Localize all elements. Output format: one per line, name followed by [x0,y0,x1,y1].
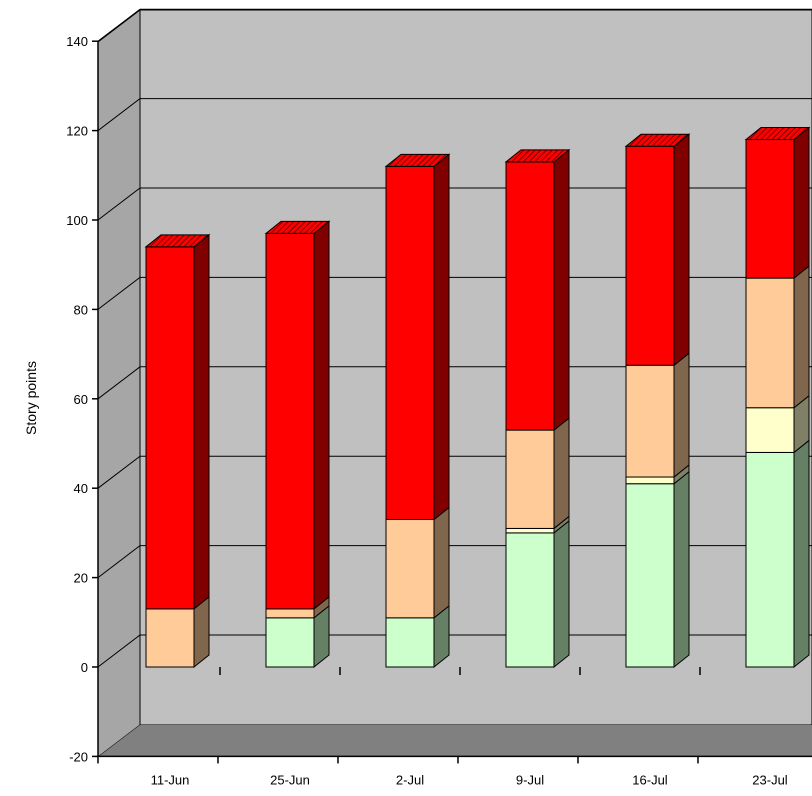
bar-segment [745,139,795,279]
bar-segment [265,608,315,619]
floor [98,725,812,757]
bar-segment-side [673,352,690,479]
x-tick-label: 9-Jul [516,772,544,787]
bar-segment [385,165,435,520]
gridline [97,545,812,578]
x-tick-label: 16-Jul [632,772,668,787]
y-tick-label: 120 [66,124,88,139]
back-wall [139,9,812,726]
gridline [97,366,812,400]
y-tick-label: 140 [66,34,88,49]
bar-segment [385,518,435,619]
x-tick-label: 2-Jul [396,772,424,787]
bar-segment [145,246,195,610]
y-tick-label: 100 [66,213,88,228]
bar-top [504,149,571,163]
y-tick-label: 0 [81,660,88,675]
x-tick-label: 23-Jul [752,772,788,787]
y-tick-label: 60 [74,392,88,407]
gridline [97,634,812,668]
bars [144,126,811,669]
bar-segment [505,429,555,529]
gridlines [97,8,812,668]
y-tick-label: 40 [74,481,88,496]
bar-top [384,153,451,167]
y-axis: -20 0 20 40 60 80 100 120 140 [66,34,99,764]
x-axis: 11-Jun 25-Jun 2-Jul 9-Jul 16-Jul 23-Jul [97,667,812,787]
y-tick-label: 80 [74,302,88,317]
bar-segment-side [673,470,690,669]
bar-segment-side [433,153,450,521]
bar-segment [625,476,675,485]
bar-top [744,127,811,141]
bar-segment [145,608,195,668]
bar-top [264,220,331,234]
bar-segment [385,617,435,668]
gridline [97,276,812,310]
bar-segment [265,617,315,668]
bar-segment [265,232,315,610]
bar-segment [745,277,795,409]
bar-segment-side [553,417,570,530]
bar-segment-side [673,133,690,367]
bar-segment-side [553,148,570,432]
gridline [97,455,812,489]
bar-segment-side [313,220,330,610]
bar-segment-side [793,439,810,669]
bar-segment-side [433,506,450,619]
bar-segment [745,407,795,453]
x-tick-label: 11-Jun [151,772,190,787]
y-tick-label: 20 [74,571,88,586]
gridline [97,98,812,131]
bar-segment-side [193,233,210,610]
bar-segment [505,527,555,534]
bar-top [624,133,691,147]
bar-segment-side [553,519,570,669]
bar-segment [745,451,795,668]
x-tick-label: 25-Jun [270,772,310,787]
gridline [97,8,812,42]
bar-segment [625,145,675,366]
bar-segment [625,364,675,478]
side-wall [97,8,141,759]
bar-segment-side [793,126,810,280]
bar-segment [505,532,555,668]
bar-top [144,234,211,248]
gridline [97,187,812,221]
bar-segment [505,161,555,431]
bar-segment-side [793,265,810,409]
y-axis-label: Story points [23,361,39,435]
y-tick-label: -20 [69,749,88,764]
bar-segment [625,483,675,668]
